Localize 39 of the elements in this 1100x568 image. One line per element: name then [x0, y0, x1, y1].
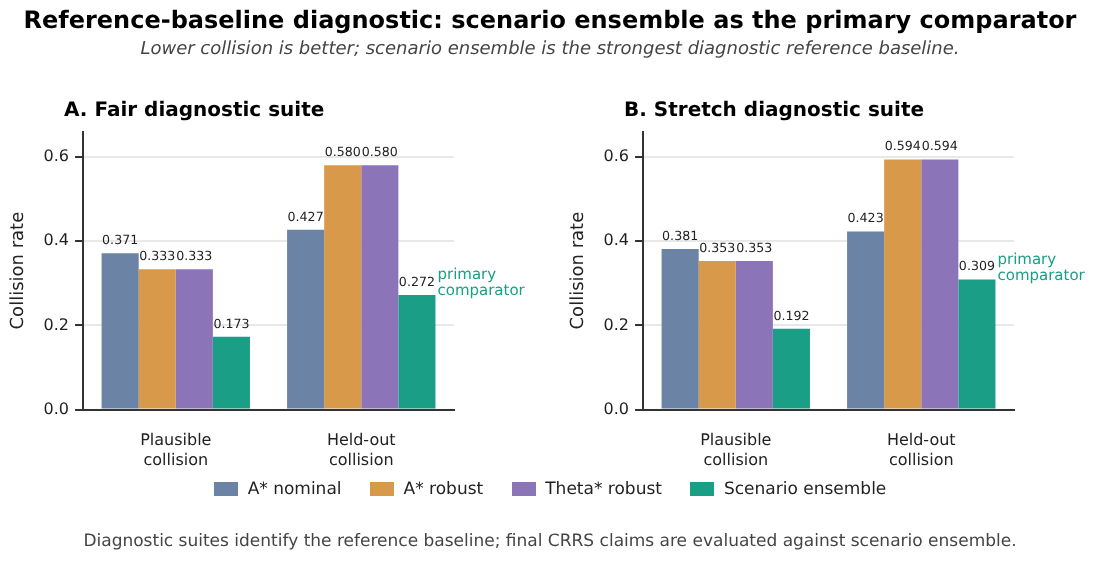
x-tick-label: Plausible collision: [140, 431, 212, 469]
bar: [661, 249, 699, 409]
x-tick-label: Held-out collision: [886, 431, 956, 469]
y-tick-label: 0.6: [603, 147, 630, 166]
bar: [958, 279, 996, 409]
bar: [212, 336, 250, 409]
text: Diagnostic suites identify the reference baseline; final CRRS claims are evaluated against scenario ensemble.: [81, 532, 1019, 552]
bar: [921, 159, 959, 409]
x-tick-label: Plausible collision: [700, 431, 772, 469]
bar: [324, 165, 362, 409]
y-tick-label: 0.2: [603, 315, 630, 334]
bar: [698, 260, 736, 409]
bar: [847, 231, 885, 409]
y-axis-title: Collision rate: [569, 210, 590, 330]
text: Lower collision is better; scenario ensemble is the strongest diagnostic reference baseline.: [138, 40, 962, 60]
legend-label: A* nominal: [245, 480, 342, 500]
legend-label: A* robust: [401, 480, 484, 500]
y-tick-label: 0.2: [43, 315, 70, 334]
chart-title: A. Fair diagnostic suite: [64, 100, 325, 122]
x-tick-label: Held-out collision: [326, 431, 396, 469]
bar: [175, 269, 213, 409]
bar: [772, 328, 810, 409]
y-tick-label: 0.4: [603, 231, 630, 250]
bar: [138, 269, 176, 409]
legend-label: Theta* robust: [543, 480, 662, 500]
bar: [361, 165, 399, 409]
text: Reference-baseline diagnostic: scenario ensemble as the primary comparator: [21, 6, 1079, 34]
y-tick-label: 0.0: [603, 399, 630, 418]
legend-label: Scenario ensemble: [721, 480, 887, 500]
y-tick-label: 0.6: [43, 147, 70, 166]
bar: [884, 159, 922, 409]
y-axis-title: Collision rate: [9, 210, 30, 330]
bar: [735, 260, 773, 409]
y-tick-label: 0.0: [43, 399, 70, 418]
y-tick-label: 0.4: [43, 231, 70, 250]
bar: [398, 295, 436, 409]
bar: [101, 253, 139, 409]
chart-title: B. Stretch diagnostic suite: [624, 100, 925, 122]
bar: [287, 229, 325, 409]
